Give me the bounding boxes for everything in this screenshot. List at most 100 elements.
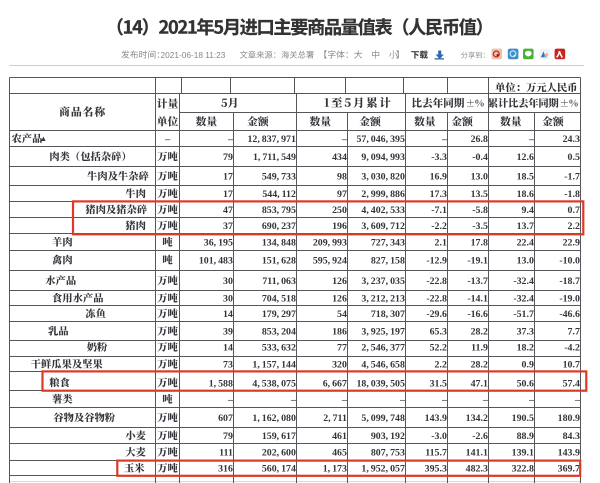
svg-text:36, 195: 36, 195: [204, 238, 233, 249]
svg-text:2, 711: 2, 711: [323, 413, 347, 424]
svg-text:9.4: 9.4: [522, 205, 534, 216]
svg-text:180.9: 180.9: [558, 413, 580, 424]
svg-text:4, 538, 075: 4, 538, 075: [252, 378, 296, 389]
svg-text:-18.7: -18.7: [559, 276, 580, 287]
svg-text:202, 600: 202, 600: [262, 448, 296, 459]
svg-text:2.1: 2.1: [435, 238, 447, 249]
svg-text:–: –: [399, 395, 405, 406]
svg-text:10.7: 10.7: [563, 360, 580, 371]
svg-text:134, 848: 134, 848: [262, 238, 296, 249]
svg-text:47.1: 47.1: [471, 378, 488, 389]
svg-text:-16.6: -16.6: [467, 309, 488, 320]
svg-text:2.2: 2.2: [568, 221, 580, 232]
svg-text:4, 546, 658: 4, 546, 658: [361, 360, 405, 371]
svg-text:88.9: 88.9: [517, 431, 534, 442]
svg-text:2.2: 2.2: [435, 360, 447, 371]
svg-text:14: 14: [223, 343, 233, 354]
svg-text:-32.4: -32.4: [513, 294, 534, 305]
svg-text:-3.5: -3.5: [472, 221, 488, 232]
svg-text:14: 14: [223, 309, 233, 320]
svg-text:–: –: [227, 134, 233, 145]
svg-text:30: 30: [223, 276, 233, 287]
svg-text:196: 196: [332, 221, 347, 232]
svg-text:-32.4: -32.4: [513, 276, 534, 287]
svg-text:143.9: 143.9: [558, 448, 580, 459]
svg-text:37: 37: [223, 221, 233, 232]
svg-text:28.2: 28.2: [471, 360, 488, 371]
svg-text:595, 924: 595, 924: [313, 256, 347, 267]
svg-text:-19.0: -19.0: [559, 294, 580, 305]
svg-text:711, 063: 711, 063: [262, 276, 296, 287]
svg-text:47: 47: [223, 205, 233, 216]
svg-text:50.6: 50.6: [517, 378, 534, 389]
svg-text:16.9: 16.9: [430, 172, 447, 183]
svg-text:718, 307: 718, 307: [371, 309, 405, 320]
svg-text:3, 609, 712: 3, 609, 712: [361, 221, 405, 232]
svg-text:434: 434: [332, 152, 347, 163]
svg-text:98: 98: [337, 172, 347, 183]
svg-text:316: 316: [218, 464, 233, 475]
svg-text:–: –: [482, 395, 488, 406]
svg-text:2, 999, 886: 2, 999, 886: [361, 189, 405, 200]
svg-text:17: 17: [223, 189, 233, 200]
svg-text:17: 17: [223, 172, 233, 183]
svg-text:30: 30: [223, 294, 233, 305]
svg-text:-3.0: -3.0: [431, 431, 447, 442]
svg-text:–: –: [528, 395, 534, 406]
svg-text:159, 617: 159, 617: [262, 431, 296, 442]
svg-text:–: –: [164, 134, 170, 145]
svg-text:-10.0: -10.0: [559, 256, 580, 267]
svg-text:-19.1: -19.1: [467, 256, 488, 267]
svg-text:65.3: 65.3: [430, 327, 447, 338]
svg-text:320: 320: [332, 360, 347, 371]
svg-text:827, 158: 827, 158: [371, 256, 405, 267]
svg-text:-4.2: -4.2: [564, 343, 580, 354]
svg-text:12, 837, 971: 12, 837, 971: [247, 134, 295, 145]
svg-text:5, 099, 748: 5, 099, 748: [361, 413, 405, 424]
svg-text:1, 711, 549: 1, 711, 549: [253, 152, 296, 163]
svg-text:1, 162, 080: 1, 162, 080: [252, 413, 296, 424]
svg-text:54: 54: [337, 309, 347, 320]
svg-text:1, 173: 1, 173: [323, 464, 347, 475]
svg-text:-29.6: -29.6: [426, 309, 447, 320]
svg-text:369.7: 369.7: [558, 464, 580, 475]
svg-text:57, 046, 395: 57, 046, 395: [356, 134, 404, 145]
svg-text:-1.7: -1.7: [564, 172, 580, 183]
svg-text:6, 667: 6, 667: [323, 378, 347, 389]
svg-text:3, 925, 197: 3, 925, 197: [361, 327, 405, 338]
svg-text:18.2: 18.2: [517, 343, 534, 354]
svg-text:2021-06-18 11:23: 2021-06-18 11:23: [161, 50, 226, 60]
svg-text:544, 112: 544, 112: [262, 189, 296, 200]
svg-text:4, 402, 533: 4, 402, 533: [361, 205, 405, 216]
svg-text:853, 795: 853, 795: [262, 205, 296, 216]
svg-text:-12.9: -12.9: [426, 256, 447, 267]
svg-text:2, 546, 377: 2, 546, 377: [361, 343, 405, 354]
svg-text:560, 174: 560, 174: [262, 464, 296, 475]
svg-text:3, 237, 035: 3, 237, 035: [361, 276, 405, 287]
svg-text:1, 588: 1, 588: [209, 378, 233, 389]
svg-text:18.5: 18.5: [517, 172, 534, 183]
svg-text:903, 192: 903, 192: [371, 431, 405, 442]
svg-text:-46.6: -46.6: [559, 309, 580, 320]
svg-text:151, 628: 151, 628: [262, 256, 296, 267]
svg-text:77: 77: [337, 343, 347, 354]
svg-text:–: –: [341, 395, 347, 406]
svg-text:–: –: [441, 134, 447, 145]
svg-text:461: 461: [332, 431, 347, 442]
svg-text:690, 237: 690, 237: [262, 221, 296, 232]
svg-text:–: –: [441, 395, 447, 406]
svg-text:28.2: 28.2: [471, 327, 488, 338]
svg-text:-22.8: -22.8: [426, 294, 447, 305]
svg-text:73: 73: [223, 360, 233, 371]
svg-text:853, 204: 853, 204: [262, 327, 296, 338]
svg-text:-7.1: -7.1: [431, 205, 447, 216]
svg-text:126: 126: [332, 276, 347, 287]
svg-text:1, 157, 144: 1, 157, 144: [252, 360, 296, 371]
svg-text:24.3: 24.3: [563, 134, 580, 145]
svg-text:139.1: 139.1: [512, 448, 534, 459]
svg-text:18, 039, 505: 18, 039, 505: [356, 378, 404, 389]
svg-text:3, 030, 820: 3, 030, 820: [361, 172, 405, 183]
svg-text:52.2: 52.2: [430, 343, 447, 354]
svg-text:190.5: 190.5: [512, 413, 534, 424]
svg-text:3, 212, 213: 3, 212, 213: [361, 294, 405, 305]
